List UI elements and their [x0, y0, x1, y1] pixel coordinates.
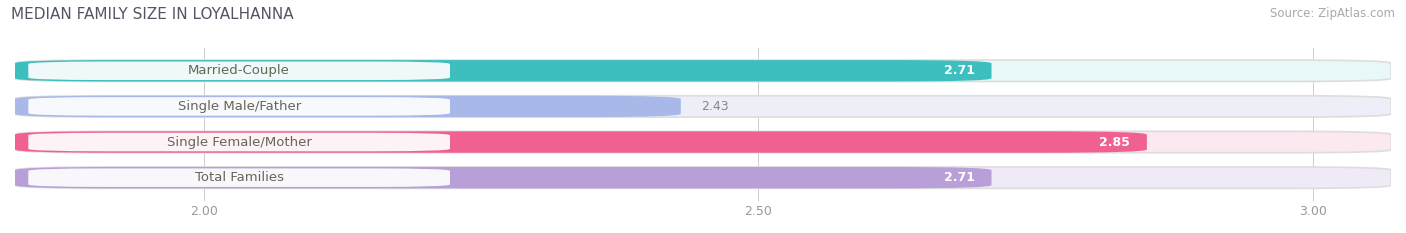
FancyBboxPatch shape — [28, 97, 450, 116]
Text: Source: ZipAtlas.com: Source: ZipAtlas.com — [1270, 7, 1395, 20]
Text: Total Families: Total Families — [194, 171, 284, 184]
FancyBboxPatch shape — [15, 131, 1391, 153]
FancyBboxPatch shape — [28, 133, 450, 151]
FancyBboxPatch shape — [15, 131, 1147, 153]
Text: MEDIAN FAMILY SIZE IN LOYALHANNA: MEDIAN FAMILY SIZE IN LOYALHANNA — [11, 7, 294, 22]
Text: 2.85: 2.85 — [1099, 136, 1130, 149]
Text: Single Male/Father: Single Male/Father — [177, 100, 301, 113]
Text: 2.43: 2.43 — [700, 100, 728, 113]
FancyBboxPatch shape — [15, 167, 991, 188]
FancyBboxPatch shape — [15, 96, 1391, 117]
FancyBboxPatch shape — [28, 168, 450, 187]
FancyBboxPatch shape — [28, 62, 450, 80]
Text: Single Female/Mother: Single Female/Mother — [167, 136, 312, 149]
FancyBboxPatch shape — [15, 60, 1391, 82]
FancyBboxPatch shape — [15, 96, 681, 117]
FancyBboxPatch shape — [15, 167, 1391, 188]
Text: Married-Couple: Married-Couple — [188, 64, 290, 77]
FancyBboxPatch shape — [15, 60, 991, 82]
Text: 2.71: 2.71 — [943, 64, 974, 77]
Text: 2.71: 2.71 — [943, 171, 974, 184]
